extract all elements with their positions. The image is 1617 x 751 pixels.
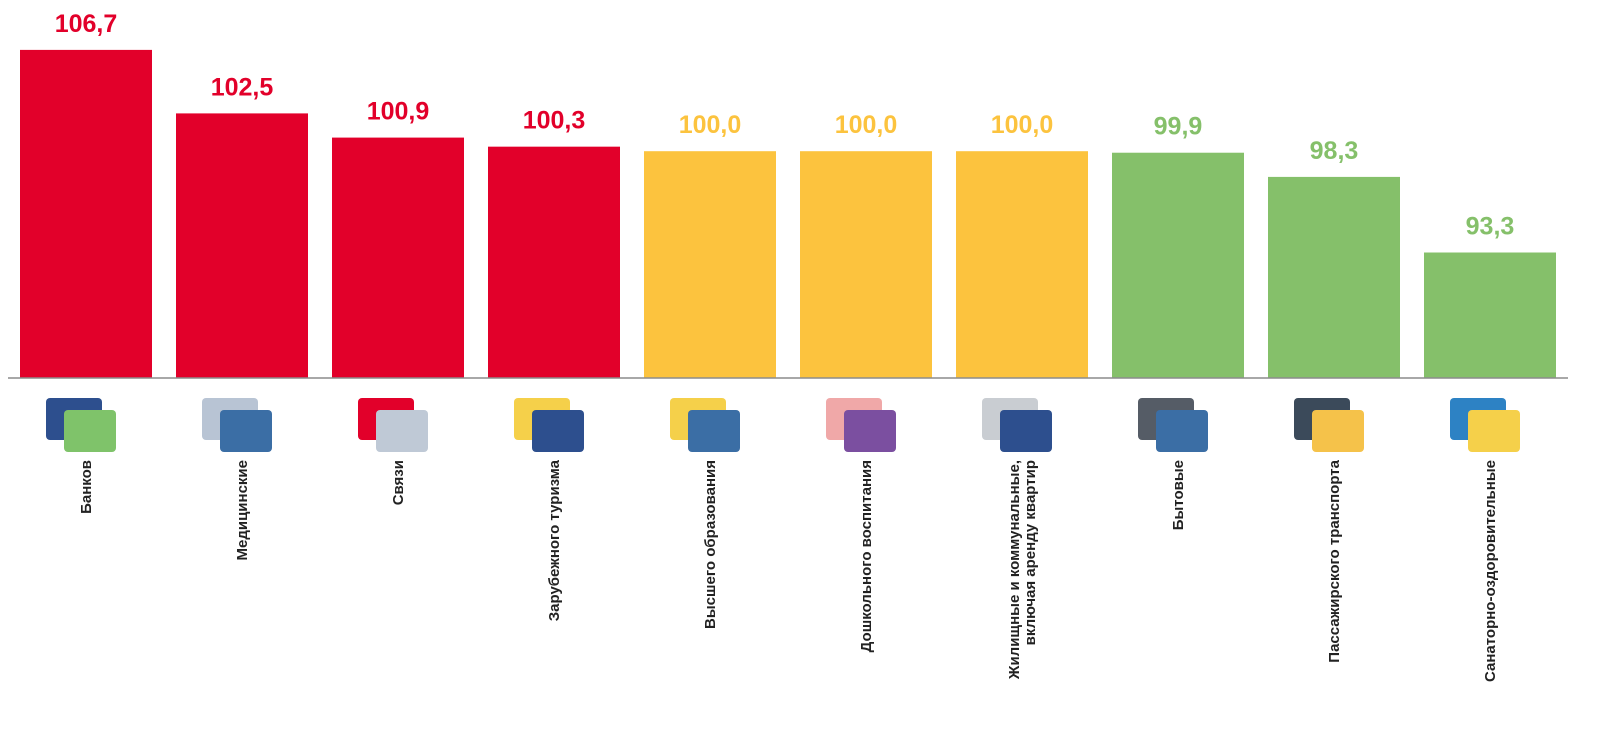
bar [1268,176,1400,378]
x-tick-label: Медицинские [234,460,251,561]
icon [1312,410,1364,452]
x-tick-label: Жилищные и коммунальные, [1006,460,1023,680]
bar [176,113,308,379]
icon [532,410,584,452]
value-label: 102,5 [211,73,274,101]
value-label: 98,3 [1310,137,1359,165]
bar [1112,152,1244,378]
value-label: 100,3 [523,107,586,135]
bar [644,151,776,378]
x-tick-label: Дошкольного воспитания [858,460,875,652]
icon [844,410,896,452]
x-tick-label: Пассажирского транспорта [1326,459,1343,662]
icon [688,410,740,452]
icon [1468,410,1520,452]
icon [220,410,272,452]
value-label: 100,9 [367,98,430,126]
value-label: 93,3 [1466,213,1515,241]
bar [488,146,620,378]
icon [64,410,116,452]
value-label: 106,7 [55,10,118,38]
x-tick-label: Банков [78,460,95,514]
value-label: 100,0 [835,111,898,139]
bar [1424,252,1556,378]
icon [1156,410,1208,452]
x-tick-label: Санаторно-оздоровительные [1482,460,1499,682]
x-tick-label: Связи [390,460,407,505]
icon [376,410,428,452]
bar [956,151,1088,378]
bar [800,151,932,378]
x-tick-label: Бытовые [1170,460,1187,530]
value-label: 100,0 [679,111,742,139]
bar [20,49,152,379]
value-label: 99,9 [1154,113,1203,141]
x-tick-label: Высшего образования [702,460,719,629]
x-tick-label: включая аренду квартир [1022,460,1039,645]
icon [1000,410,1052,452]
x-tick-label: Зарубежного туризма [546,459,563,621]
bar [332,137,464,378]
value-label: 100,0 [991,111,1054,139]
